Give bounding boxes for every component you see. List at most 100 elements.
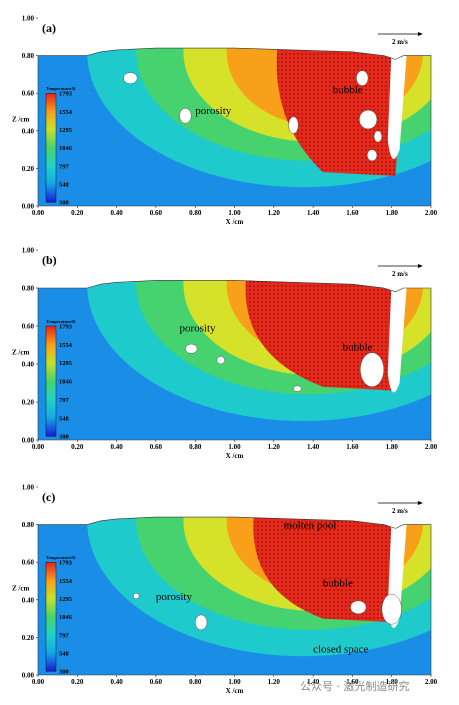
y-tick-label: 1.00 (22, 484, 35, 492)
colorbar-tick-label: 548 (59, 651, 70, 658)
x-tick-label: 0.60 (150, 678, 163, 686)
colorbar-tick-label: 548 (59, 415, 70, 422)
annotation-label: porosity (156, 591, 193, 603)
domain-outline (37, 280, 432, 441)
x-tick-label: 0.00 (32, 209, 45, 217)
x-tick-label: 1.20 (268, 678, 281, 686)
annotation-label: porosity (179, 323, 216, 335)
y-tick-label: 1.00 (22, 247, 35, 255)
x-tick-label: 0.20 (71, 209, 84, 217)
keyhole (387, 280, 408, 393)
temperature-field (38, 48, 431, 206)
x-tick-label: 0.00 (32, 678, 45, 686)
pore (133, 593, 140, 600)
velocity-scale-label: 2 m/s (392, 38, 408, 46)
x-tick-label: 1.80 (386, 209, 399, 217)
molten-pool (276, 48, 404, 176)
y-axis-label: Z /cm (12, 584, 29, 592)
colorbar-tick-label: 1793 (59, 324, 73, 331)
y-tick-label: 0.80 (22, 52, 35, 60)
colorbar-tick-label: 797 (59, 397, 70, 404)
colorbar (45, 562, 57, 672)
molten-pool (253, 517, 404, 623)
x-tick-label: 0.40 (110, 678, 123, 686)
x-tick-label: 1.60 (346, 443, 359, 451)
x-tick-label: 0.80 (189, 678, 202, 686)
colorbar-tick-label: 797 (59, 632, 70, 639)
annotation-label: molten pool (284, 519, 337, 531)
temperature-field (38, 517, 431, 675)
x-tick-label: 0.60 (150, 209, 163, 217)
y-tick-label: 0.40 (22, 361, 35, 369)
annotation-label: bubble (323, 578, 353, 590)
pore (359, 109, 378, 130)
y-tick-label: 0.40 (22, 596, 35, 604)
annotation-label: bubble (333, 84, 363, 96)
pore (185, 343, 198, 354)
colorbar-tick-label: 1554 (59, 342, 73, 349)
y-tick-label: 0.20 (22, 399, 35, 407)
chart-panel: 0.00 0.20 0.40 0.60 0.80 1.00 1.20 1.40 1.60 1.80… (12, 247, 438, 461)
y-tick-label: 0.00 (22, 672, 35, 680)
x-tick-label: 1.40 (307, 443, 320, 451)
pore (356, 70, 369, 86)
y-axis-label: Z /cm (12, 115, 29, 123)
pore (366, 149, 378, 162)
x-tick-label: 1.80 (386, 678, 399, 686)
x-tick-label: 0.40 (110, 443, 123, 451)
x-tick-label: 0.80 (189, 443, 202, 451)
colorbar-tick-label: 1554 (59, 578, 73, 585)
colorbar-tick-label: 1295 (59, 360, 73, 367)
x-tick-label: 0.40 (110, 209, 123, 217)
x-tick-label: 2.00 (425, 209, 438, 217)
y-tick-label: 1.00 (22, 15, 35, 23)
velocity-arrowhead (417, 264, 423, 268)
x-tick-label: 1.20 (268, 209, 281, 217)
pore (360, 352, 385, 388)
keyhole (387, 48, 408, 159)
colorbar-tick-label: 1554 (59, 109, 73, 116)
colorbar-tick-label: 548 (59, 182, 70, 189)
pore (216, 356, 225, 365)
x-axis-label: X /cm (226, 452, 244, 460)
colorbar (45, 325, 57, 437)
colorbar (45, 92, 57, 203)
velocity-arrowhead (417, 501, 423, 505)
pore (194, 614, 208, 631)
colorbar-tick-label: 797 (59, 163, 70, 170)
x-tick-label: 1.00 (228, 678, 241, 686)
panel-label: (c) (42, 490, 55, 504)
colorbar-tick-label: 1793 (59, 560, 73, 567)
x-tick-label: 2.00 (425, 678, 438, 686)
colorbar-tick-label: 300 (59, 434, 69, 441)
x-axis-label: X /cm (226, 218, 244, 226)
velocity-scale-label: 2 m/s (392, 507, 408, 515)
y-tick-label: 0.20 (22, 634, 35, 642)
y-tick-label: 0.40 (22, 127, 35, 135)
y-tick-label: 0.00 (22, 203, 35, 211)
pore (288, 116, 299, 134)
x-axis-label: X /cm (226, 687, 244, 695)
y-tick-label: 0.60 (22, 323, 35, 331)
x-tick-label: 0.60 (150, 443, 163, 451)
colorbar-tick-label: 300 (59, 669, 69, 676)
colorbar-title: Temperature/K (46, 86, 76, 91)
pore (350, 600, 367, 615)
pore (293, 385, 302, 392)
colorbar-tick-label: 1046 (59, 379, 73, 386)
x-tick-label: 1.80 (386, 443, 399, 451)
y-tick-label: 0.80 (22, 521, 35, 529)
colorbar-title: Temperature/K (46, 555, 76, 560)
colorbar-tick-label: 1295 (59, 127, 73, 134)
pore (123, 72, 138, 85)
domain-outline (37, 47, 432, 207)
velocity-arrowhead (417, 32, 423, 36)
annotation-label: bubble (343, 342, 373, 354)
colorbar-tick-label: 1793 (59, 91, 73, 98)
y-axis-label: Z /cm (12, 349, 29, 357)
x-tick-label: 0.20 (71, 443, 84, 451)
pore (179, 108, 192, 124)
temperature-field (38, 280, 431, 440)
domain-outline (37, 516, 432, 676)
